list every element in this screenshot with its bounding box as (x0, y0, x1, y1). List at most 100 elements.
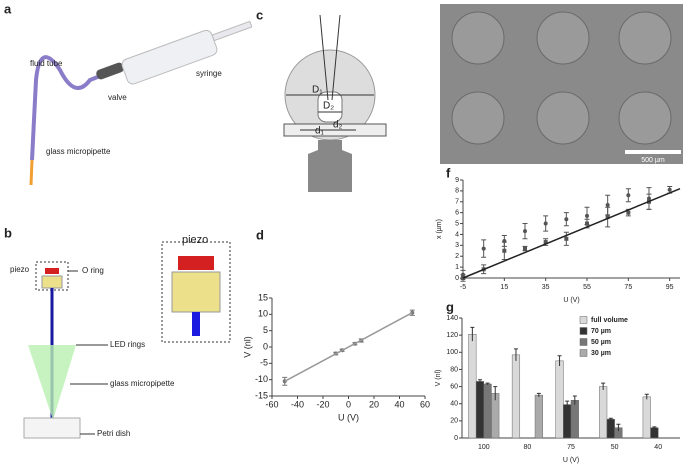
setup-drawing (23, 241, 231, 439)
error-bar (644, 393, 649, 400)
setup-drawing (29, 20, 253, 186)
bar (468, 334, 477, 439)
y-tick-label: 0 (263, 341, 268, 351)
bar (642, 396, 651, 439)
legend-label: 30 µm (591, 350, 611, 357)
error-bar (513, 348, 518, 361)
y-tick-label: 3 (455, 242, 459, 249)
bar (475, 381, 485, 439)
error-bar (477, 379, 482, 384)
y-tick-label: 2 (455, 253, 459, 260)
x-tick-label: 95 (666, 284, 674, 291)
y-tick-label: 40 (450, 401, 458, 408)
label: valve (108, 93, 127, 102)
point (523, 229, 527, 234)
legend-label: 50 µm (591, 339, 611, 346)
fit-line (284, 312, 413, 382)
point (605, 215, 610, 220)
micrograph (440, 4, 683, 164)
legend-swatch (579, 316, 588, 324)
label: d₁ (315, 126, 325, 137)
y-tick-label: 20 (450, 418, 458, 425)
error-bar (572, 395, 577, 405)
y-tick-label: -10 (255, 374, 268, 384)
panel-label: c (256, 7, 263, 22)
panel-label: f (446, 165, 451, 180)
label: glass micropipette (46, 147, 111, 156)
y-tick-label: 8 (455, 188, 459, 195)
point (523, 246, 527, 251)
point (667, 187, 672, 192)
label: glass micropipette (110, 379, 175, 388)
y-tick-label: 15 (258, 292, 268, 302)
point (543, 240, 548, 245)
point (626, 193, 631, 198)
error-bar (616, 423, 621, 432)
y-tick-label: 9 (455, 177, 459, 184)
scale-bar-label: 500 µm (641, 157, 665, 164)
panel-label: d (256, 227, 264, 242)
y-tick-label: 140 (446, 315, 458, 322)
point (481, 246, 486, 251)
label: fluid tube (30, 59, 63, 68)
x-tick-label: 0 (346, 399, 351, 409)
y-tick-label: 10 (258, 309, 268, 319)
bar (570, 400, 579, 439)
y-tick-label: 7 (455, 199, 459, 206)
point (564, 236, 569, 241)
label: LED rings (110, 340, 145, 349)
point (626, 210, 631, 215)
label: piezo (182, 234, 208, 246)
x-tick-label: 60 (420, 399, 430, 409)
x-tick-label: 55 (583, 284, 591, 291)
y-tick-label: 0 (455, 275, 459, 282)
label: syringe (196, 69, 222, 78)
x-tick-label: -40 (291, 399, 304, 409)
y-tick-label: 6 (455, 210, 459, 217)
x-tick-label: -20 (316, 399, 329, 409)
x-tick-label: 35 (542, 284, 550, 291)
y-tick-label: 60 (450, 383, 458, 390)
x-axis-title: U (V) (338, 412, 359, 422)
x-axis-title: U (V) (563, 457, 579, 464)
point (585, 221, 589, 226)
panel-label: a (4, 1, 12, 16)
panel-label: b (4, 225, 12, 240)
error-bar (485, 382, 490, 385)
legend-swatch (579, 327, 588, 335)
bar (606, 418, 615, 439)
y-axis-title: V (nl) (435, 370, 442, 387)
y-tick-label: 80 (450, 366, 458, 373)
y-tick-label: 5 (455, 220, 459, 227)
point (564, 217, 569, 222)
x-tick-label: 20 (369, 399, 379, 409)
y-tick-label: -5 (260, 358, 268, 368)
bar (483, 383, 492, 439)
error-bar (601, 382, 606, 390)
error-bar (608, 417, 613, 420)
label: d₂ (333, 120, 343, 131)
label: O ring (82, 266, 104, 275)
error-bar (470, 326, 475, 342)
y-tick-label: 1 (455, 264, 459, 271)
legend-label: full volume (591, 317, 628, 324)
legend-label: 70 µm (591, 328, 611, 335)
legend-swatch (579, 338, 588, 346)
x-tick-label: 100 (478, 444, 490, 451)
legend-swatch (579, 349, 588, 357)
error-bar (652, 426, 657, 429)
panel-label: g (446, 299, 454, 314)
x-axis-title: U (V) (563, 297, 579, 304)
bar (534, 394, 543, 439)
point (605, 203, 610, 208)
bar (650, 427, 659, 439)
y-tick-label: 5 (263, 325, 268, 335)
fit-line (462, 188, 681, 279)
bar (599, 386, 608, 439)
point (502, 248, 507, 253)
x-tick-label: 15 (500, 284, 508, 291)
point (585, 213, 589, 218)
error-bar (565, 400, 570, 408)
label: piezo (10, 265, 30, 274)
